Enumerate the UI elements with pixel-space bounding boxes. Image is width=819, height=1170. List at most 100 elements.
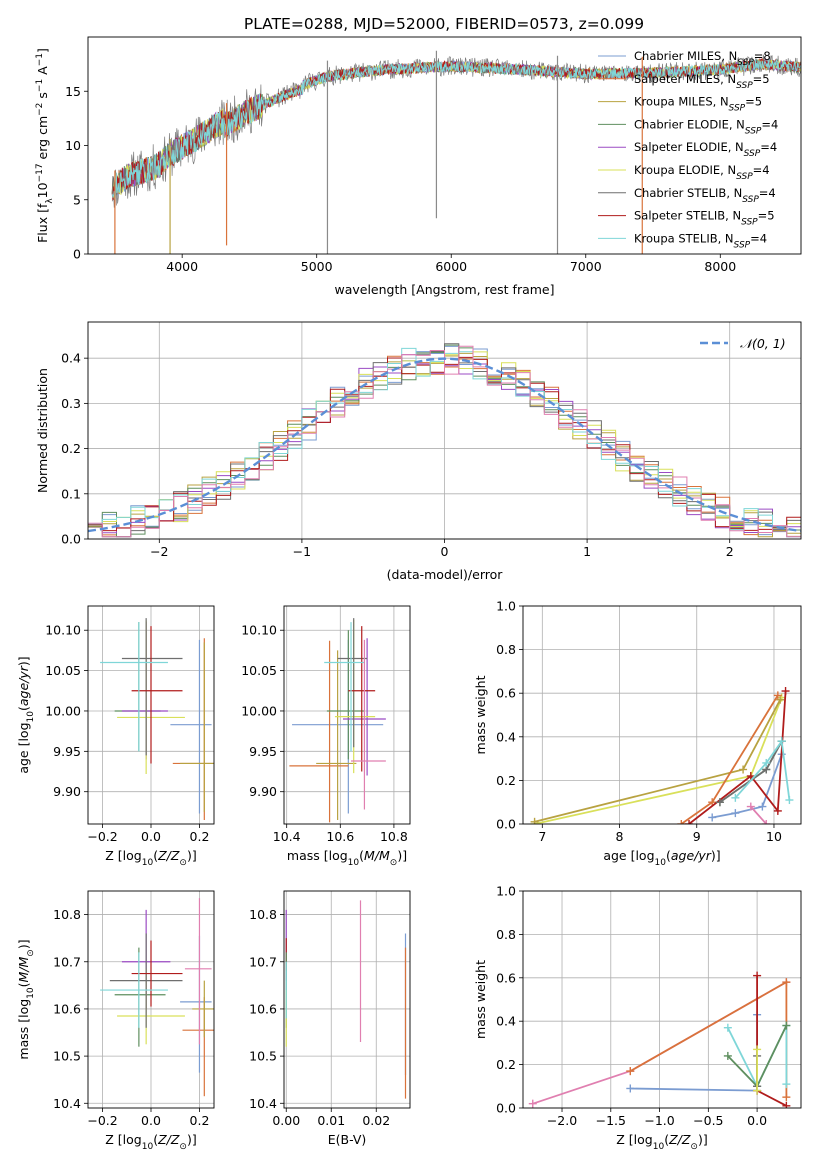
weight-marker xyxy=(776,695,785,704)
tick-label-x: −2.0 xyxy=(547,1113,577,1128)
tick-label-y: 10 xyxy=(65,138,81,153)
tick-label-y: 0.4 xyxy=(496,729,516,744)
tick-label-x: 0.2 xyxy=(190,1113,210,1128)
tick-label-y: 10.7 xyxy=(249,954,277,969)
tick-label-x: −1.5 xyxy=(596,1113,626,1128)
y-axis-label: mass [log10(M/M⊙)] xyxy=(16,939,36,1059)
tick-label-y: 10.5 xyxy=(249,1049,277,1064)
tick-label-y: 0.4 xyxy=(61,351,81,366)
x-axis-label: (data-model)/error xyxy=(387,567,504,582)
tick-label-x: 0.0 xyxy=(141,829,161,844)
legend-entry: Salpeter STELIB, NSSP=5 xyxy=(634,209,775,228)
error-bar-point xyxy=(289,640,349,823)
tick-label-x: 7 xyxy=(538,829,546,844)
tick-label-x: 0.2 xyxy=(190,829,210,844)
tick-label-y: 10.00 xyxy=(241,703,277,718)
axes-mass_vs_Z: −0.2 0.0 0.2 10.4 10.5 10.6 10.7 10.8 xyxy=(53,890,215,1128)
plot-area-age_vs_mass xyxy=(289,618,386,823)
weight-marker xyxy=(782,1021,791,1030)
weight-marker xyxy=(677,820,686,824)
weight-marker xyxy=(782,978,791,987)
axes-frame xyxy=(522,605,802,825)
legend-entry: Salpeter MILES, NSSP=5 xyxy=(634,72,770,91)
y-axis-label: Flux [fλ10−17 erg cm−2 s−1 A−1] xyxy=(35,48,55,243)
axes-age_vs_mass: 10.4 10.6 10.8 9.90 9.95 10.00 10.05 10.10 xyxy=(241,605,411,844)
tick-label-y: 9.95 xyxy=(249,744,277,759)
plot-area-weight_vs_Z xyxy=(528,971,791,1108)
tick-label-x: 0.00 xyxy=(272,1113,300,1128)
weight-marker xyxy=(773,806,782,815)
axes-weight_vs_age: 7 8 9 10 0.0 0.2 0.4 0.6 0.8 1.0 xyxy=(496,599,802,844)
plot-area-residual_histogram xyxy=(88,343,801,538)
tick-label-x: 10.4 xyxy=(273,829,301,844)
tick-label-y: 0.6 xyxy=(496,686,516,701)
weight-marker xyxy=(723,1051,732,1060)
y-axis-label: age [log10(age/yr)] xyxy=(16,656,36,773)
weight-marker xyxy=(762,820,771,824)
tick-label-x: −1 xyxy=(293,544,311,559)
axes-frame xyxy=(522,890,802,1109)
weight-marker xyxy=(746,802,755,811)
x-axis-label: Z [log10(Z/Z⊙)] xyxy=(105,1132,196,1152)
weight-marker xyxy=(626,1084,635,1093)
normal-distribution-curve xyxy=(88,357,801,533)
tick-label-y: 0.1 xyxy=(61,486,81,501)
tick-label-y: 0.8 xyxy=(496,642,516,657)
legend: 𝒩(0, 1) xyxy=(700,336,786,351)
legend-entry: Kroupa STELIB, NSSP=4 xyxy=(634,231,767,250)
tick-label-x: 10.8 xyxy=(380,829,408,844)
axes-spectrum: 4000 5000 6000 7000 8000 0 5 10 15 Chabrier MILES… xyxy=(65,36,802,274)
tick-label-y: 0.4 xyxy=(496,1014,516,1029)
plot-area-weight_vs_age xyxy=(530,687,794,824)
tick-label-x: 9 xyxy=(693,829,701,844)
weight-marker xyxy=(528,1099,537,1108)
tick-label-y: 0.2 xyxy=(61,441,81,456)
tick-label-x: 7000 xyxy=(570,259,602,274)
weight-marker xyxy=(746,772,755,781)
weight-marker xyxy=(782,1093,791,1102)
tick-label-y: 0.0 xyxy=(496,817,516,832)
tick-label-y: 9.90 xyxy=(249,784,277,799)
tick-label-y: 5 xyxy=(73,192,81,207)
weight-marker xyxy=(753,971,762,980)
legend-entry: Kroupa MILES, NSSP=5 xyxy=(634,95,762,114)
tick-label-x: 8 xyxy=(616,829,624,844)
weight-marker xyxy=(753,1086,762,1095)
tick-label-y: 10.05 xyxy=(241,663,277,678)
tick-label-x: 4000 xyxy=(166,259,198,274)
weight-marker xyxy=(715,798,724,807)
y-axis-label: mass weight xyxy=(473,960,488,1039)
error-bar-point xyxy=(184,898,212,1045)
weight-marker xyxy=(685,820,694,824)
tick-label-x: 10 xyxy=(766,829,782,844)
legend-entry: 𝒩(0, 1) xyxy=(740,336,786,351)
weight-marker xyxy=(762,758,771,767)
tick-label-x: −2 xyxy=(150,544,168,559)
tick-label-y: 10.4 xyxy=(249,1096,277,1111)
plot-area-mass_vs_EBV xyxy=(285,900,407,1099)
x-axis-label: age [log10(age/yr)] xyxy=(603,848,720,868)
weight-marker xyxy=(530,817,539,824)
tick-label-y: 1.0 xyxy=(496,884,516,899)
plot-area-spectrum xyxy=(111,50,801,254)
error-bar-point xyxy=(100,622,168,752)
tick-label-y: 0.0 xyxy=(61,532,81,547)
tick-label-x: 5000 xyxy=(301,259,333,274)
y-axis-label: Normed distribution xyxy=(35,368,50,493)
plot-area-mass_vs_Z xyxy=(100,898,214,1097)
tick-label-y: 10.4 xyxy=(53,1096,81,1111)
x-axis-label: Z [log10(Z/Z⊙)] xyxy=(105,848,196,868)
tick-label-x: 1 xyxy=(583,544,591,559)
legend-entry: Chabrier MILES, NSSP=8 xyxy=(634,49,771,68)
weight-marker xyxy=(626,1067,635,1076)
tick-label-x: 6000 xyxy=(435,259,467,274)
tick-label-y: 0 xyxy=(73,247,81,262)
weight-marker xyxy=(781,687,790,696)
tick-label-y: 0.3 xyxy=(61,396,81,411)
tick-label-y: 1.0 xyxy=(496,599,516,614)
weight-marker xyxy=(758,802,767,811)
error-bar-point xyxy=(109,933,183,1028)
weight-marker xyxy=(731,793,740,802)
tick-label-y: 0.8 xyxy=(496,927,516,942)
